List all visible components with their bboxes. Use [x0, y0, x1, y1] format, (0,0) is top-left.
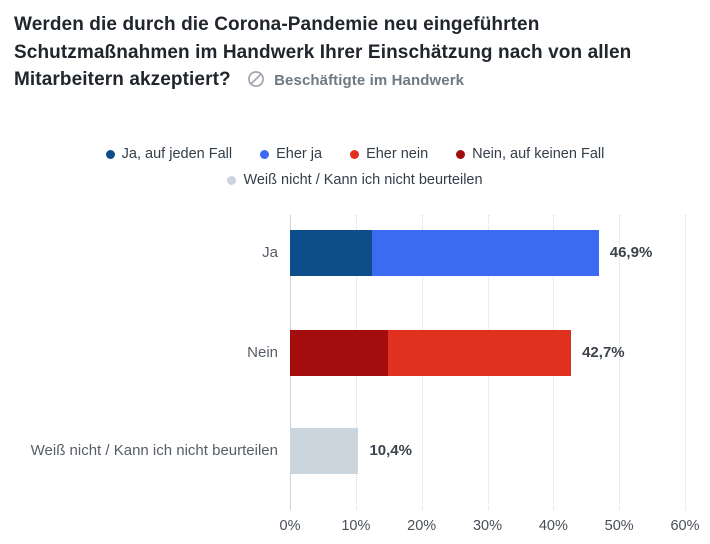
legend-label: Eher ja: [276, 146, 323, 162]
bar-segment: [388, 330, 572, 376]
legend-item: Weiß nicht / Kann ich nicht beurteilen: [227, 170, 483, 190]
x-axis-tick-label: 40%: [538, 518, 568, 534]
bar-segment: [290, 428, 359, 474]
gridline: [619, 215, 621, 510]
category-label: Nein: [247, 344, 278, 361]
legend-item: Eher ja: [260, 144, 322, 164]
legend-dot-icon: [105, 149, 115, 159]
legend-dot-icon: [350, 149, 360, 159]
legend-label: Eher nein: [366, 146, 429, 162]
x-axis-tick-label: 0%: [279, 518, 301, 534]
chart-legend: Ja, auf jeden Fall Eher ja Eher nein Nein, …: [0, 144, 710, 190]
legend-dot-icon: [227, 175, 237, 185]
chart-title: Werden die durch die Corona-Pandemie neu…: [14, 14, 632, 90]
x-axis-tick-label: 60%: [670, 518, 700, 534]
legend-label: Ja, auf jeden Fall: [121, 146, 233, 162]
category-label: Ja: [262, 244, 278, 261]
legend-item: Eher nein: [350, 144, 428, 164]
bar-value-label: 10,4%: [369, 442, 412, 459]
bar-value-label: 46,9%: [609, 244, 653, 261]
x-axis-tick-label: 20%: [407, 518, 437, 534]
chart-subtitle: Beschäftigte im Handwerk: [236, 71, 465, 89]
legend-dot-icon: [456, 149, 466, 159]
x-axis-tick-label: 30%: [472, 518, 503, 534]
legend-item: Ja, auf jeden Fall: [105, 144, 233, 164]
legend-item: Nein, auf keinen Fall: [456, 144, 604, 164]
x-axis-tick-label: 50%: [604, 518, 634, 534]
chart-header: Werden die durch die Corona-Pandemie neu…: [14, 11, 670, 95]
legend-label: Nein, auf keinen Fall: [472, 146, 605, 162]
legend-dot-icon: [260, 149, 270, 159]
bar-segment: [372, 230, 599, 276]
stacked-bar-chart: 0% 10% 20% 30% 40% 50% 60% Ja 46,9% Nein 42,7% Weiß…: [0, 215, 710, 544]
subtitle-label: Beschäftigte im Handwerk: [274, 72, 465, 89]
bar-segment: [290, 230, 373, 276]
circle-slash-icon: [248, 71, 265, 87]
x-axis-tick-label: 10%: [341, 518, 371, 534]
legend-label: Weiß nicht / Kann ich nicht beurteilen: [243, 172, 483, 188]
gridline: [685, 215, 686, 510]
category-label: Weiß nicht / Kann ich nicht beurteilen: [30, 442, 278, 459]
bar-segment: [290, 330, 389, 376]
bar-value-label: 42,7%: [582, 344, 625, 361]
